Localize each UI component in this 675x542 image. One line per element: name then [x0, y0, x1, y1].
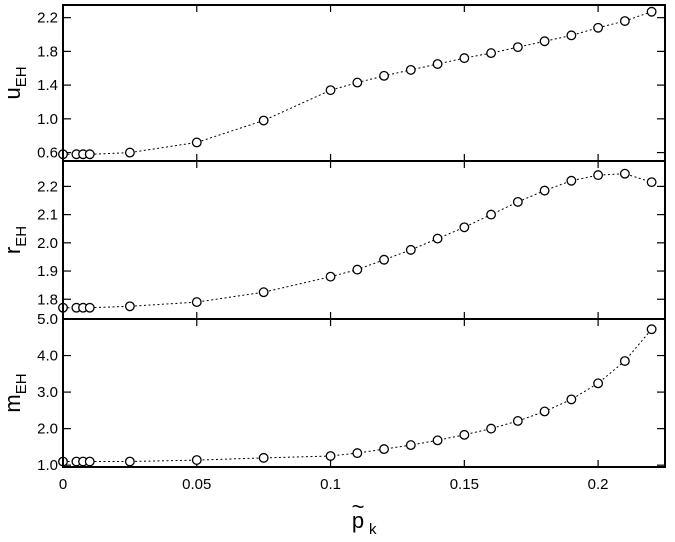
y-axis-label-main: m — [0, 394, 25, 412]
data-point — [124, 147, 135, 158]
data-point — [379, 70, 390, 81]
data-point — [486, 209, 497, 220]
data-point — [512, 416, 523, 426]
y-axis-label-u: uEH — [0, 66, 30, 99]
y-tick-label: 1.0 — [37, 457, 58, 474]
y-tick-label: 5.0 — [37, 311, 58, 328]
data-point — [258, 287, 269, 298]
data-point — [325, 451, 336, 461]
y-axis-label-sub: EH — [13, 373, 30, 394]
panel-frame-r — [62, 160, 666, 320]
data-point — [258, 452, 269, 463]
panel-u: 0.6 1.0 1.4 1.8 2.2 uEH — [0, 4, 666, 162]
data-point — [325, 85, 336, 96]
x-tick-label: 0.1 — [320, 476, 341, 493]
data-point — [459, 53, 470, 64]
data-point — [539, 36, 550, 47]
y-axis-label-sub: EH — [13, 66, 30, 87]
data-point — [566, 394, 577, 405]
data-point — [566, 175, 577, 186]
data-point — [124, 301, 135, 312]
y-tick-label: 2.2 — [37, 178, 58, 195]
x-tick-label: 0.15 — [450, 476, 479, 493]
series-line-m — [63, 328, 652, 462]
data-point — [432, 233, 443, 244]
data-point — [352, 448, 363, 459]
data-point — [405, 244, 416, 255]
data-point — [432, 435, 443, 446]
chart-panels: 0.61.01.41.82.2uEH1.81.92.02.12.2rEH1.02… — [0, 4, 666, 474]
data-point — [512, 42, 523, 53]
data-point — [84, 149, 95, 160]
data-point — [124, 456, 135, 467]
y-tick-label: 1.0 — [37, 111, 58, 128]
data-point — [405, 440, 416, 451]
y-tick-label: 1.4 — [37, 77, 58, 94]
data-point — [593, 378, 604, 389]
data-point — [486, 423, 497, 434]
panel-m: 1.0 2.0 3.0 4.0 5.0 mEH — [0, 311, 666, 474]
y-tick-label: 3.0 — [37, 384, 58, 401]
x-axis: 0 0.05 0.1 0.15 0.2 — [59, 476, 609, 493]
y-tick-label: 0.6 — [37, 145, 58, 162]
y-axis-label-main: r — [0, 247, 25, 254]
x-axis-label-accent: ~ — [352, 494, 365, 519]
data-point — [84, 302, 95, 313]
data-point — [619, 168, 630, 179]
data-point — [593, 22, 604, 33]
y-axis-label-r: rEH — [0, 226, 30, 254]
panel-frame-u — [62, 4, 666, 162]
y-tick-label: 4.0 — [37, 348, 58, 365]
x-axis-title: p ~ k — [352, 494, 377, 538]
data-point — [593, 170, 604, 181]
data-point — [84, 456, 95, 467]
data-point — [486, 48, 497, 59]
panel-frame-m — [62, 318, 666, 468]
data-point — [619, 16, 630, 26]
y-tick-label: 2.0 — [37, 421, 58, 438]
data-point — [191, 297, 202, 308]
panel-r: 1.8 1.9 2.0 2.1 2.2 rEH — [0, 160, 666, 320]
data-point — [459, 222, 470, 233]
y-axis-label-sub: EH — [13, 226, 30, 247]
data-point — [258, 115, 269, 126]
y-tick-label: 2.0 — [37, 235, 58, 252]
y-tick-label: 2.1 — [37, 207, 58, 224]
data-point — [539, 406, 550, 417]
x-axis-label-main: p — [352, 508, 364, 533]
data-point — [459, 429, 470, 440]
y-axis-label-main: u — [0, 87, 25, 99]
x-tick-label: 0.2 — [588, 476, 609, 493]
data-point — [619, 356, 630, 366]
y-axis-label-m: mEH — [0, 373, 30, 412]
y-tick-label: 2.2 — [37, 10, 58, 27]
data-point — [352, 77, 363, 88]
y-tick-label: 1.8 — [37, 291, 58, 308]
data-point — [539, 185, 550, 196]
data-point — [646, 6, 657, 17]
data-point — [379, 254, 390, 265]
data-point — [352, 264, 363, 275]
data-point — [646, 324, 657, 335]
data-point — [191, 455, 202, 466]
data-point — [646, 177, 657, 188]
data-point — [325, 271, 336, 282]
data-point — [191, 137, 202, 148]
y-tick-label: 1.8 — [37, 43, 58, 60]
data-point — [405, 64, 416, 75]
y-tick-label: 1.9 — [37, 263, 58, 280]
data-point — [512, 196, 523, 207]
x-axis-label-sub: k — [369, 521, 377, 538]
x-tick-label: 0.05 — [182, 476, 211, 493]
data-point — [566, 30, 577, 41]
x-tick-label: 0 — [59, 476, 67, 493]
series-line-r — [63, 173, 652, 309]
series-line-u — [63, 11, 652, 155]
data-point — [432, 59, 443, 69]
data-point — [379, 444, 390, 455]
